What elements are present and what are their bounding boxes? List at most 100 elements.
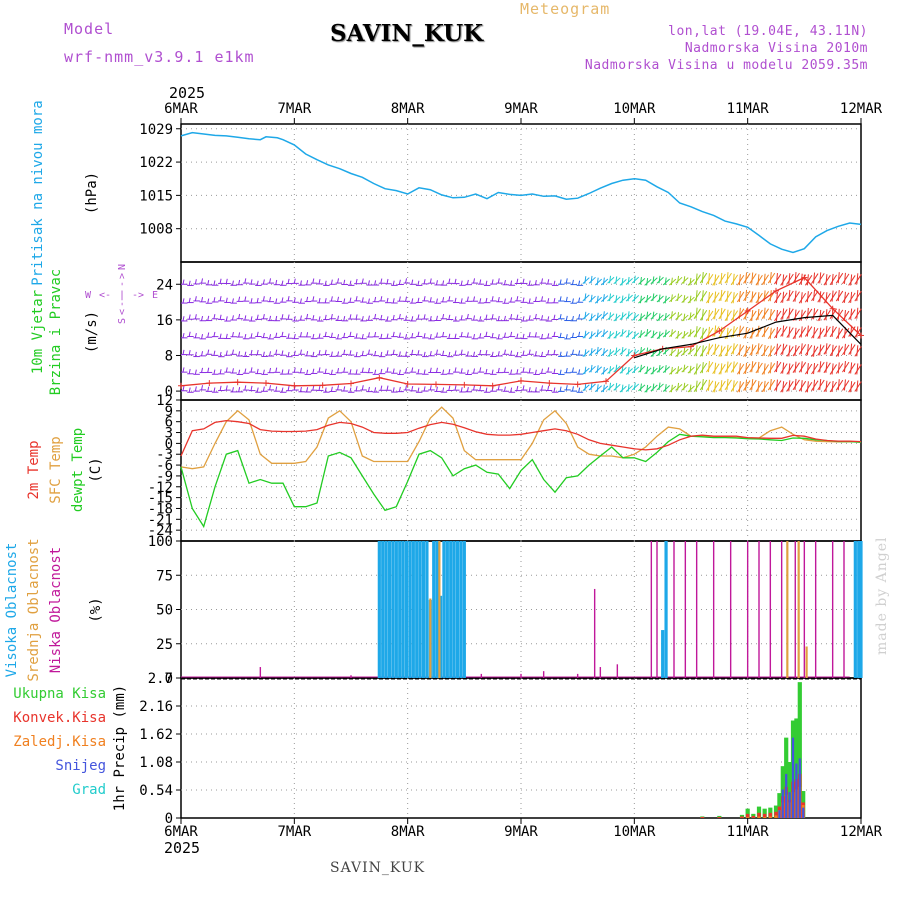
wind-barb <box>374 387 377 393</box>
wind-barb <box>213 387 216 393</box>
wind-barb <box>244 351 247 357</box>
compass-n: N <box>117 264 128 270</box>
wind-barb <box>738 274 741 286</box>
wind-barb <box>238 296 241 302</box>
wind-barb <box>693 364 702 375</box>
wind-barb <box>244 385 247 391</box>
wind-barb <box>485 297 488 303</box>
wind-barb <box>714 381 717 393</box>
cloud-low-bar <box>593 588 596 678</box>
wind-barb <box>588 295 596 303</box>
wind-barb <box>607 350 615 357</box>
wind-barb <box>712 382 720 393</box>
wind-barb <box>670 329 673 337</box>
wind-barb <box>275 315 278 321</box>
wind-barb <box>829 345 838 357</box>
wind-barb <box>448 296 451 302</box>
wind-barb <box>745 308 748 320</box>
wind-barb <box>374 280 377 286</box>
wind-barb <box>724 310 732 322</box>
wind-barb <box>182 367 185 373</box>
wind-barb <box>681 277 689 285</box>
wind-barb <box>615 330 618 339</box>
wind-barb <box>658 364 661 373</box>
wind-barb <box>693 326 702 338</box>
wind-barb <box>823 381 831 393</box>
wind-barb <box>582 367 590 375</box>
wind-barb <box>609 331 612 339</box>
wind-barb <box>689 384 692 393</box>
wind-barb <box>312 385 315 391</box>
wind-barb <box>848 309 856 320</box>
wind-barb <box>856 345 859 357</box>
wind-barb <box>813 308 816 320</box>
wind-barb <box>417 280 420 286</box>
wind-barb <box>534 351 537 357</box>
wind-barb <box>207 298 210 304</box>
wind-barb <box>658 382 661 390</box>
wind-barb <box>448 314 451 320</box>
compass-arrow: - <box>117 301 128 307</box>
wind-barb <box>695 290 698 302</box>
wind-barb <box>695 363 698 375</box>
wind-barb <box>650 294 658 302</box>
wind-barb <box>479 279 482 285</box>
wind-barb <box>299 349 302 355</box>
wind-barb <box>596 329 599 338</box>
wind-barb <box>207 315 210 321</box>
wind-barb <box>644 385 652 393</box>
y-tick-label: 12 <box>156 393 173 409</box>
wind-barb <box>355 278 358 284</box>
wind-barb <box>355 333 358 339</box>
wind-barb <box>293 350 296 356</box>
wind-barb <box>398 332 401 338</box>
wind-barb <box>800 380 803 392</box>
wind-barb <box>318 385 321 391</box>
wind-barb <box>238 313 241 319</box>
wind-barb <box>609 312 612 320</box>
cloud-high-bar <box>384 541 388 678</box>
wind-barb <box>324 387 327 393</box>
wind-barb <box>831 344 834 356</box>
wind-barb <box>621 365 624 374</box>
wind-barb <box>293 316 296 322</box>
wind-barb <box>788 289 791 302</box>
cloud-unit: (%) <box>88 597 104 622</box>
wind-barb <box>763 307 766 319</box>
wind-barb <box>349 314 352 320</box>
wind-barb <box>662 347 671 355</box>
wind-barb <box>287 278 290 284</box>
wind-barb <box>534 332 537 338</box>
wind-barb <box>262 386 265 392</box>
wind-barb <box>631 332 640 340</box>
cloud-high-bar <box>425 541 429 678</box>
wind-barb <box>497 296 500 302</box>
cloud-high-bar <box>449 541 453 678</box>
wind-barb <box>749 273 757 284</box>
wind-barb <box>596 384 599 392</box>
cloud-mid-bar <box>429 598 432 678</box>
footer-station: SAVIN_KUK <box>330 860 426 876</box>
wind-barb <box>201 315 204 321</box>
wind-barb <box>213 369 216 375</box>
wind-barb <box>596 295 599 304</box>
wind-barb <box>349 280 352 286</box>
wind-barb <box>706 361 714 373</box>
wind-barb <box>584 366 587 375</box>
wind-barb <box>553 349 556 355</box>
wind-barb <box>701 327 704 339</box>
wind-barb <box>207 386 210 392</box>
wind-barb <box>435 386 438 392</box>
wind-barb <box>337 296 340 302</box>
wind-barb <box>675 367 683 375</box>
wind-barb <box>829 326 838 338</box>
cloud-low-bar <box>712 541 715 678</box>
wind-barb <box>658 294 661 303</box>
wind-barb <box>225 316 228 322</box>
wind-barb <box>380 368 383 374</box>
wind-barb <box>804 344 813 356</box>
wind-barb <box>578 331 581 337</box>
wind-barb <box>547 298 550 304</box>
wind-barb <box>701 272 704 284</box>
wind-barb <box>695 380 698 392</box>
